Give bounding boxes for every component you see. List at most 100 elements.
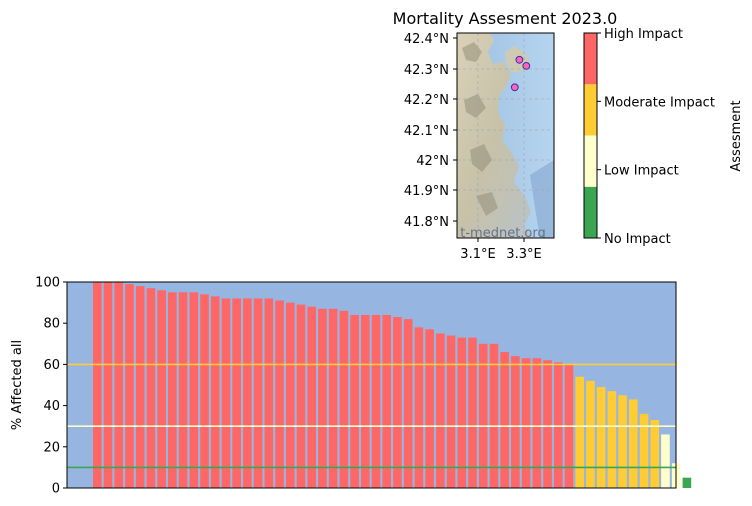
bar [243,298,252,488]
bar [178,292,188,488]
bar [500,352,509,488]
bar [339,310,349,488]
bar [114,282,124,488]
colorbar: No Impact Low Impact Moderate Impact High I… [583,27,744,247]
colorbar-segment [584,186,597,238]
colorbar-segment [584,135,597,187]
colorbar-tick-label: No Impact [604,232,671,247]
bar [596,387,606,488]
lat-tick-label: 42.1°N [404,124,449,139]
lon-tick-label: 3.1°E [460,247,495,262]
bar [210,296,220,488]
site-marker [515,55,524,64]
map-relief [462,42,498,216]
colorbar-segment [584,84,597,136]
bar [468,337,477,488]
bar [361,314,370,488]
bar [586,380,595,488]
y-tick-label: 20 [43,440,60,455]
bar [93,282,102,488]
colorbar-frame [583,32,598,239]
map-watermark: t-mednet.org [460,226,546,241]
bar [511,356,520,488]
bar [543,360,552,488]
bar [425,329,434,488]
bar [457,337,467,488]
bar [414,327,424,488]
bar [639,413,649,488]
bar [157,290,166,488]
bar [275,300,284,488]
threshold-lines [67,363,676,469]
y-tick-label: 80 [43,317,60,332]
bar [682,477,692,488]
bar [650,420,660,488]
bar [103,282,113,488]
map-gridlines [457,33,554,238]
bar [403,319,413,488]
bar [307,306,316,488]
y-tick-label: 40 [43,399,60,414]
map-lat-ticks: 42.4°N 42.3°N 42.2°N 42.1°N 42°N 41.9°N 41.8°N [404,32,457,230]
bar [328,308,338,488]
bar [318,308,327,488]
colorbar-ticks: No Impact Low Impact Moderate Impact High I… [597,27,715,247]
y-axis-ticks: 0 20 40 60 80 100 [35,276,67,497]
bar-chart: 0 20 40 60 80 100 % Affected all [10,276,692,497]
bar [125,284,134,488]
bar [253,298,263,488]
bar [661,434,670,488]
bar [382,314,392,488]
bar [168,292,177,488]
site-marker [510,83,519,92]
map-land [457,33,534,238]
bar [221,298,231,488]
bar [607,391,617,488]
y-tick-label: 0 [52,482,60,497]
bar [371,314,381,488]
bar [393,317,402,488]
bar [285,302,295,488]
bar [575,376,584,488]
colorbar-tick-label: High Impact [604,27,683,42]
bar [189,292,199,488]
y-tick-label: 100 [35,276,60,291]
bars [93,282,692,488]
colorbar-tick-label: Low Impact [604,164,679,179]
bar [135,286,145,488]
lat-tick-label: 41.9°N [404,184,449,199]
bar [478,343,488,488]
map-panel: t-mednet.org 42.4°N 42.3°N 42.2°N 42.1°N 42°… [404,32,555,262]
bar [532,358,542,488]
map-deep-water [530,160,554,238]
y-axis-label: % Affected all [10,340,25,430]
lat-tick-label: 42.2°N [404,93,449,108]
bar [629,399,638,488]
map-frame [456,32,555,239]
lat-tick-label: 42.3°N [404,63,449,78]
colorbar-blocks [584,33,597,238]
bar [146,288,156,488]
bar [232,298,241,488]
map-lon-ticks: 3.1°E 3.3°E [460,238,542,262]
bar [521,358,531,488]
map-title: Mortality Assesment 2023.0 [393,9,618,28]
lon-tick-label: 3.3°E [506,247,541,262]
colorbar-label: Assesment [729,100,744,171]
colorbar-tick-label: Moderate Impact [604,95,715,110]
bar [200,294,209,488]
lat-tick-label: 41.8°N [404,215,449,230]
bar [264,298,274,488]
bar [350,314,359,488]
bar [296,304,306,488]
bar [553,362,563,488]
lat-tick-label: 42.4°N [404,32,449,47]
bar [446,335,456,488]
bar [618,395,627,488]
colorbar-segment [584,33,597,85]
site-marker [522,62,531,70]
bar [489,343,499,488]
y-tick-label: 60 [43,358,60,373]
lat-tick-label: 42°N [416,154,449,169]
